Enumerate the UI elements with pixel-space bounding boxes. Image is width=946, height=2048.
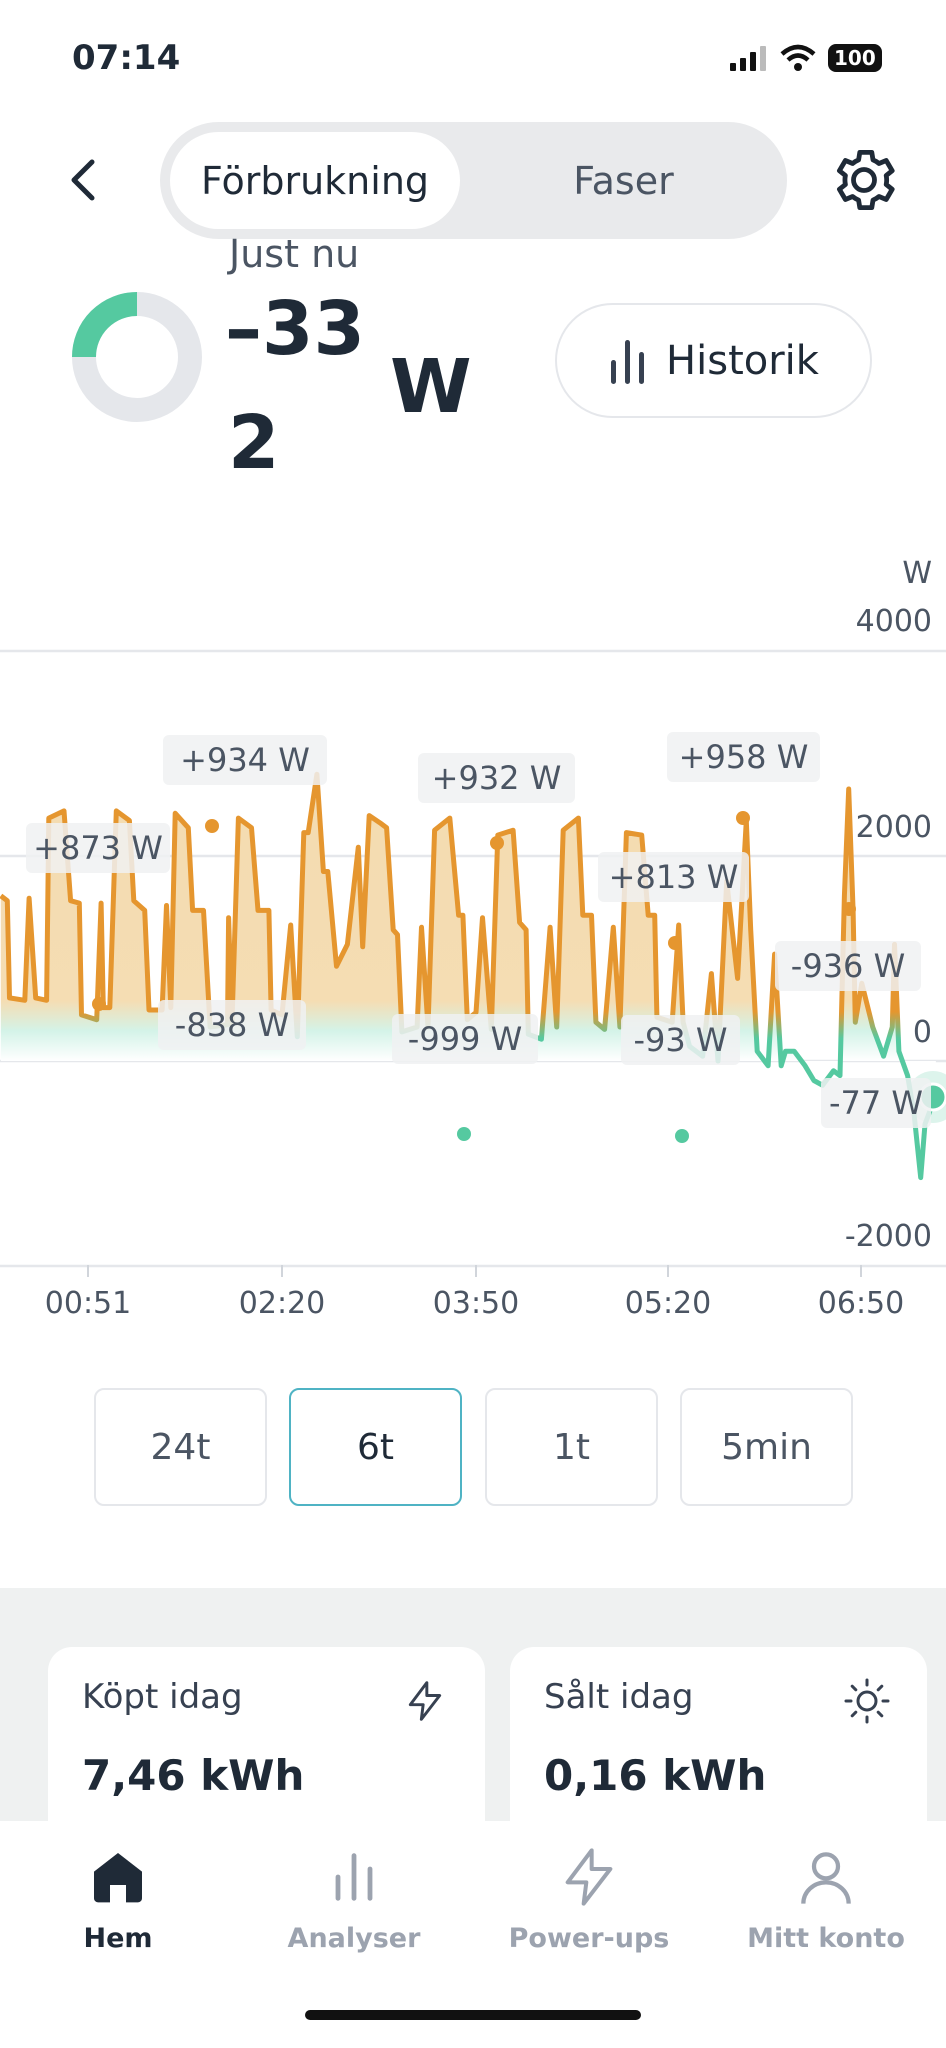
y-unit-label: W <box>902 556 932 591</box>
range-6t-button[interactable]: 6t <box>289 1388 462 1506</box>
annotation-label: +873 W <box>26 823 170 873</box>
nav-hem[interactable]: Hem <box>8 1845 228 1954</box>
current-value-line2: 2 <box>228 400 280 486</box>
status-icons: 100 <box>730 44 882 72</box>
annotation-label: -838 W <box>158 1000 306 1050</box>
tab-faser[interactable]: Faser <box>573 158 674 203</box>
nav-analyser[interactable]: Analyser <box>244 1845 464 1954</box>
bottom-nav: Hem Analyser Power-ups Mitt konto <box>0 1821 946 2048</box>
y-tick-label: 2000 <box>855 810 932 845</box>
current-value-line1: –33 <box>225 286 365 372</box>
consumption-area <box>0 774 936 1178</box>
peak-marker <box>668 936 682 950</box>
x-tick-label: 00:51 <box>44 1286 132 1321</box>
nav-power-ups[interactable]: Power-ups <box>479 1845 699 1954</box>
peak-marker <box>736 811 750 825</box>
annotation-label: -93 W <box>621 1015 740 1065</box>
bought-today-label: Köpt idag <box>82 1677 243 1717</box>
power-line <box>0 771 939 1181</box>
peak-marker <box>205 819 219 833</box>
bought-today-value: 7,46 kWh <box>82 1751 305 1800</box>
status-time: 07:14 <box>72 38 181 78</box>
annotation-label: +813 W <box>598 852 749 902</box>
range-1t-button[interactable]: 1t <box>485 1388 658 1506</box>
back-chevron-icon[interactable] <box>66 158 100 202</box>
current-label: Just nu <box>229 232 360 276</box>
x-tick-label: 02:20 <box>238 1286 326 1321</box>
range-24t-button[interactable]: 24t <box>94 1388 267 1506</box>
wifi-icon <box>780 44 816 71</box>
nav-label: Hem <box>83 1923 153 1954</box>
history-button[interactable]: Historik <box>555 303 872 418</box>
trough-marker <box>675 1129 689 1143</box>
peak-marker <box>842 902 856 916</box>
tab-forbrukning[interactable]: Förbrukning <box>170 132 460 229</box>
current-unit: W <box>390 344 472 430</box>
y-tick-label: 0 <box>912 1015 932 1050</box>
bar-chart-icon <box>335 1853 373 1901</box>
nav-mitt-konto[interactable]: Mitt konto <box>716 1845 936 1954</box>
range-5min-button[interactable]: 5min <box>680 1388 853 1506</box>
annotation-label: +932 W <box>418 753 575 803</box>
sold-today-value: 0,16 kWh <box>544 1751 767 1800</box>
power-chart[interactable] <box>0 0 946 1340</box>
nav-label: Analyser <box>287 1923 421 1954</box>
gear-icon[interactable] <box>828 144 900 216</box>
annotation-label: +958 W <box>667 732 820 782</box>
annotation-label: -77 W <box>821 1078 931 1128</box>
bolt-icon <box>565 1848 613 1906</box>
signal-icon <box>730 46 766 71</box>
power-donut-gauge <box>72 292 202 422</box>
user-icon <box>801 1852 851 1904</box>
home-icon <box>94 1853 142 1903</box>
bolt-icon <box>408 1681 442 1721</box>
peak-marker <box>92 997 106 1011</box>
history-label: Historik <box>666 337 819 384</box>
nav-label: Power-ups <box>508 1923 670 1954</box>
x-tick-label: 03:50 <box>432 1286 520 1321</box>
x-tick-label: 05:20 <box>624 1286 712 1321</box>
annotation-label: +934 W <box>163 735 327 785</box>
bar-chart-icon <box>611 339 645 384</box>
home-indicator <box>305 2010 641 2020</box>
annotation-label: -999 W <box>392 1014 538 1064</box>
y-tick-label: 4000 <box>855 604 932 639</box>
x-tick-label: 06:50 <box>817 1286 905 1321</box>
nav-label: Mitt konto <box>747 1923 905 1954</box>
y-tick-label: -2000 <box>844 1219 932 1254</box>
sun-icon <box>844 1678 890 1724</box>
annotation-label: -936 W <box>775 941 921 991</box>
battery-icon: 100 <box>828 44 882 72</box>
peak-marker <box>490 836 504 850</box>
trough-marker <box>457 1127 471 1141</box>
sold-today-label: Sålt idag <box>544 1677 694 1717</box>
view-segmented-control: Förbrukning Faser <box>160 122 787 239</box>
